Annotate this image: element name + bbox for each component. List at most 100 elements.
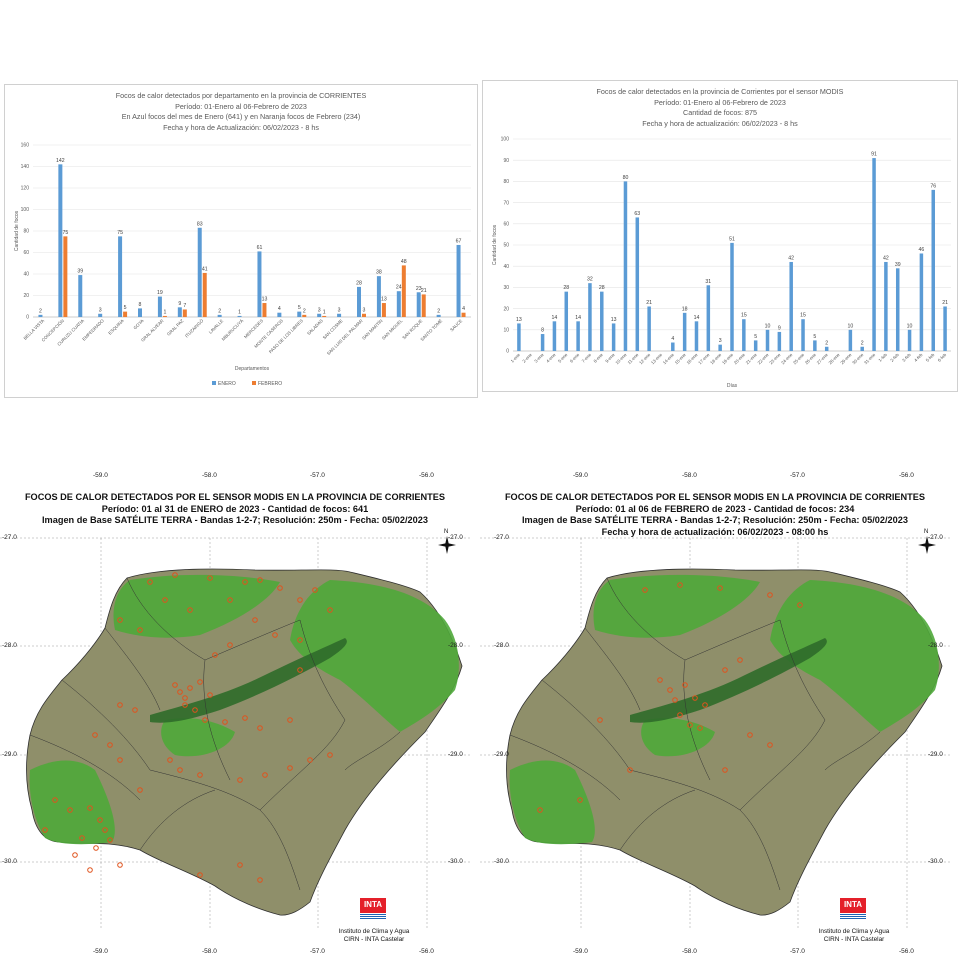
map1-title: FOCOS DE CALOR DETECTADOS POR EL SENSOR …: [0, 492, 470, 527]
data-label: 38: [376, 270, 382, 276]
y-tick-label: 90: [503, 158, 509, 164]
lat-label-right: -30.0: [448, 858, 463, 865]
department-border: [739, 809, 781, 891]
lon-label-bottom: -58.0: [202, 948, 217, 955]
x-tick-label: EMPEDRADO: [81, 318, 105, 342]
y-axis-label: Cantidad de focos: [492, 224, 498, 265]
x-tick-label: 13-ene: [650, 352, 664, 366]
fire-spot: [147, 579, 153, 585]
department-border: [299, 619, 346, 721]
data-label: 76: [930, 183, 936, 189]
fire-spot: [597, 717, 603, 723]
data-label: 42: [883, 255, 889, 261]
x-tick-label: PASO DE LOS LIBRES: [268, 318, 304, 354]
x-tick-label: 2-feb: [889, 352, 900, 363]
x-tick-label: 7-ene: [581, 352, 593, 364]
data-label: 14: [575, 315, 581, 321]
data-label: 4: [671, 336, 674, 342]
bar: [63, 236, 68, 317]
x-tick-label: 23-ene: [768, 352, 782, 366]
y-tick-label: 20: [23, 293, 29, 299]
x-tick-label: 6-ene: [569, 352, 581, 364]
y-tick-label: 70: [503, 200, 509, 206]
bar: [623, 181, 628, 351]
legend-label: ENERO: [218, 381, 236, 387]
fire-spot: [312, 587, 318, 593]
y-tick-label: 60: [503, 222, 509, 228]
bar: [396, 291, 401, 317]
institution-credit: Instituto de Clima y Agua CIRN - INTA Cas…: [802, 928, 906, 944]
y-tick-label: 40: [23, 272, 29, 278]
x-tick-label: 14-ene: [662, 352, 676, 366]
x-tick-label: 1-feb: [877, 352, 888, 363]
bar: [600, 291, 604, 351]
data-label: 5: [813, 334, 816, 340]
bar: [202, 272, 207, 317]
fire-spot: [257, 877, 263, 883]
bar: [337, 313, 342, 317]
bar: [552, 321, 557, 351]
lon-label-top: -58.0: [202, 472, 217, 479]
lat-label-right: -27.0: [928, 534, 943, 541]
bar: [730, 242, 734, 351]
bar: [647, 306, 651, 351]
north-label: N: [924, 529, 928, 535]
fire-spot: [692, 695, 698, 701]
bar: [262, 303, 267, 317]
data-label: 2: [39, 308, 42, 314]
fire-spot: [297, 597, 303, 603]
inta-logo-waves: [840, 913, 866, 920]
fire-spot: [227, 597, 233, 603]
bar: [540, 334, 545, 351]
bar: [588, 283, 592, 351]
data-label: 28: [599, 285, 605, 291]
lat-label-left: -30.0: [494, 858, 509, 865]
data-label: 3: [318, 307, 321, 313]
lon-label-bottom: -57.0: [310, 948, 325, 955]
chart1-title: Focos de calor detectados por departamen…: [5, 91, 477, 133]
x-tick-label: 20-ene: [733, 352, 747, 366]
x-tick-label: LAVALLE: [208, 318, 225, 335]
data-label: 2: [437, 308, 440, 314]
lon-label-bottom: -56.0: [899, 948, 914, 955]
fire-spot: [627, 767, 633, 773]
fire-spot: [202, 717, 208, 723]
institution-line: CIRN - INTA Castelar: [823, 936, 885, 943]
fire-spot: [327, 752, 333, 758]
data-label: 13: [262, 297, 268, 303]
chart2-title-line2: Período: 01-Enero al 06-Febrero de 2023: [654, 97, 786, 107]
lon-label-top: -56.0: [419, 472, 434, 479]
data-label: 8: [139, 302, 142, 308]
y-tick-label: 100: [501, 137, 510, 143]
vegetation-area: [113, 574, 280, 638]
data-label: 2: [303, 308, 306, 314]
department-border: [149, 769, 261, 811]
x-tick-label: 30-ene: [851, 352, 865, 366]
y-tick-label: 80: [503, 179, 509, 185]
fire-spot: [747, 732, 753, 738]
fire-spot: [187, 607, 193, 613]
y-axis-label: Cantidad de focos: [14, 210, 20, 251]
fire-spot: [697, 725, 703, 731]
lat-label-right: -29.0: [928, 751, 943, 758]
data-label: 5: [754, 334, 757, 340]
x-tick-label: MERCEDES: [243, 318, 264, 339]
fire-spot: [87, 805, 93, 811]
bar: [860, 346, 864, 351]
fire-spot: [187, 685, 193, 691]
fire-spot: [212, 652, 218, 658]
y-tick-label: 30: [503, 285, 509, 291]
fire-spot: [197, 772, 203, 778]
data-label: 63: [634, 211, 640, 217]
data-label: 14: [552, 315, 558, 321]
department-border: [259, 809, 301, 891]
fire-spot: [162, 597, 168, 603]
lon-label-bottom: -59.0: [93, 948, 108, 955]
inta-logo-text: INTA: [843, 900, 863, 909]
x-tick-label: 5-ene: [557, 352, 569, 364]
data-label: 1: [323, 309, 326, 315]
chart2-title: Focos de calor detectados en la provinci…: [483, 87, 957, 129]
fire-spot: [237, 777, 243, 783]
data-label: 9: [178, 301, 181, 307]
map2-title: FOCOS DE CALOR DETECTADOS POR EL SENSOR …: [480, 492, 950, 538]
